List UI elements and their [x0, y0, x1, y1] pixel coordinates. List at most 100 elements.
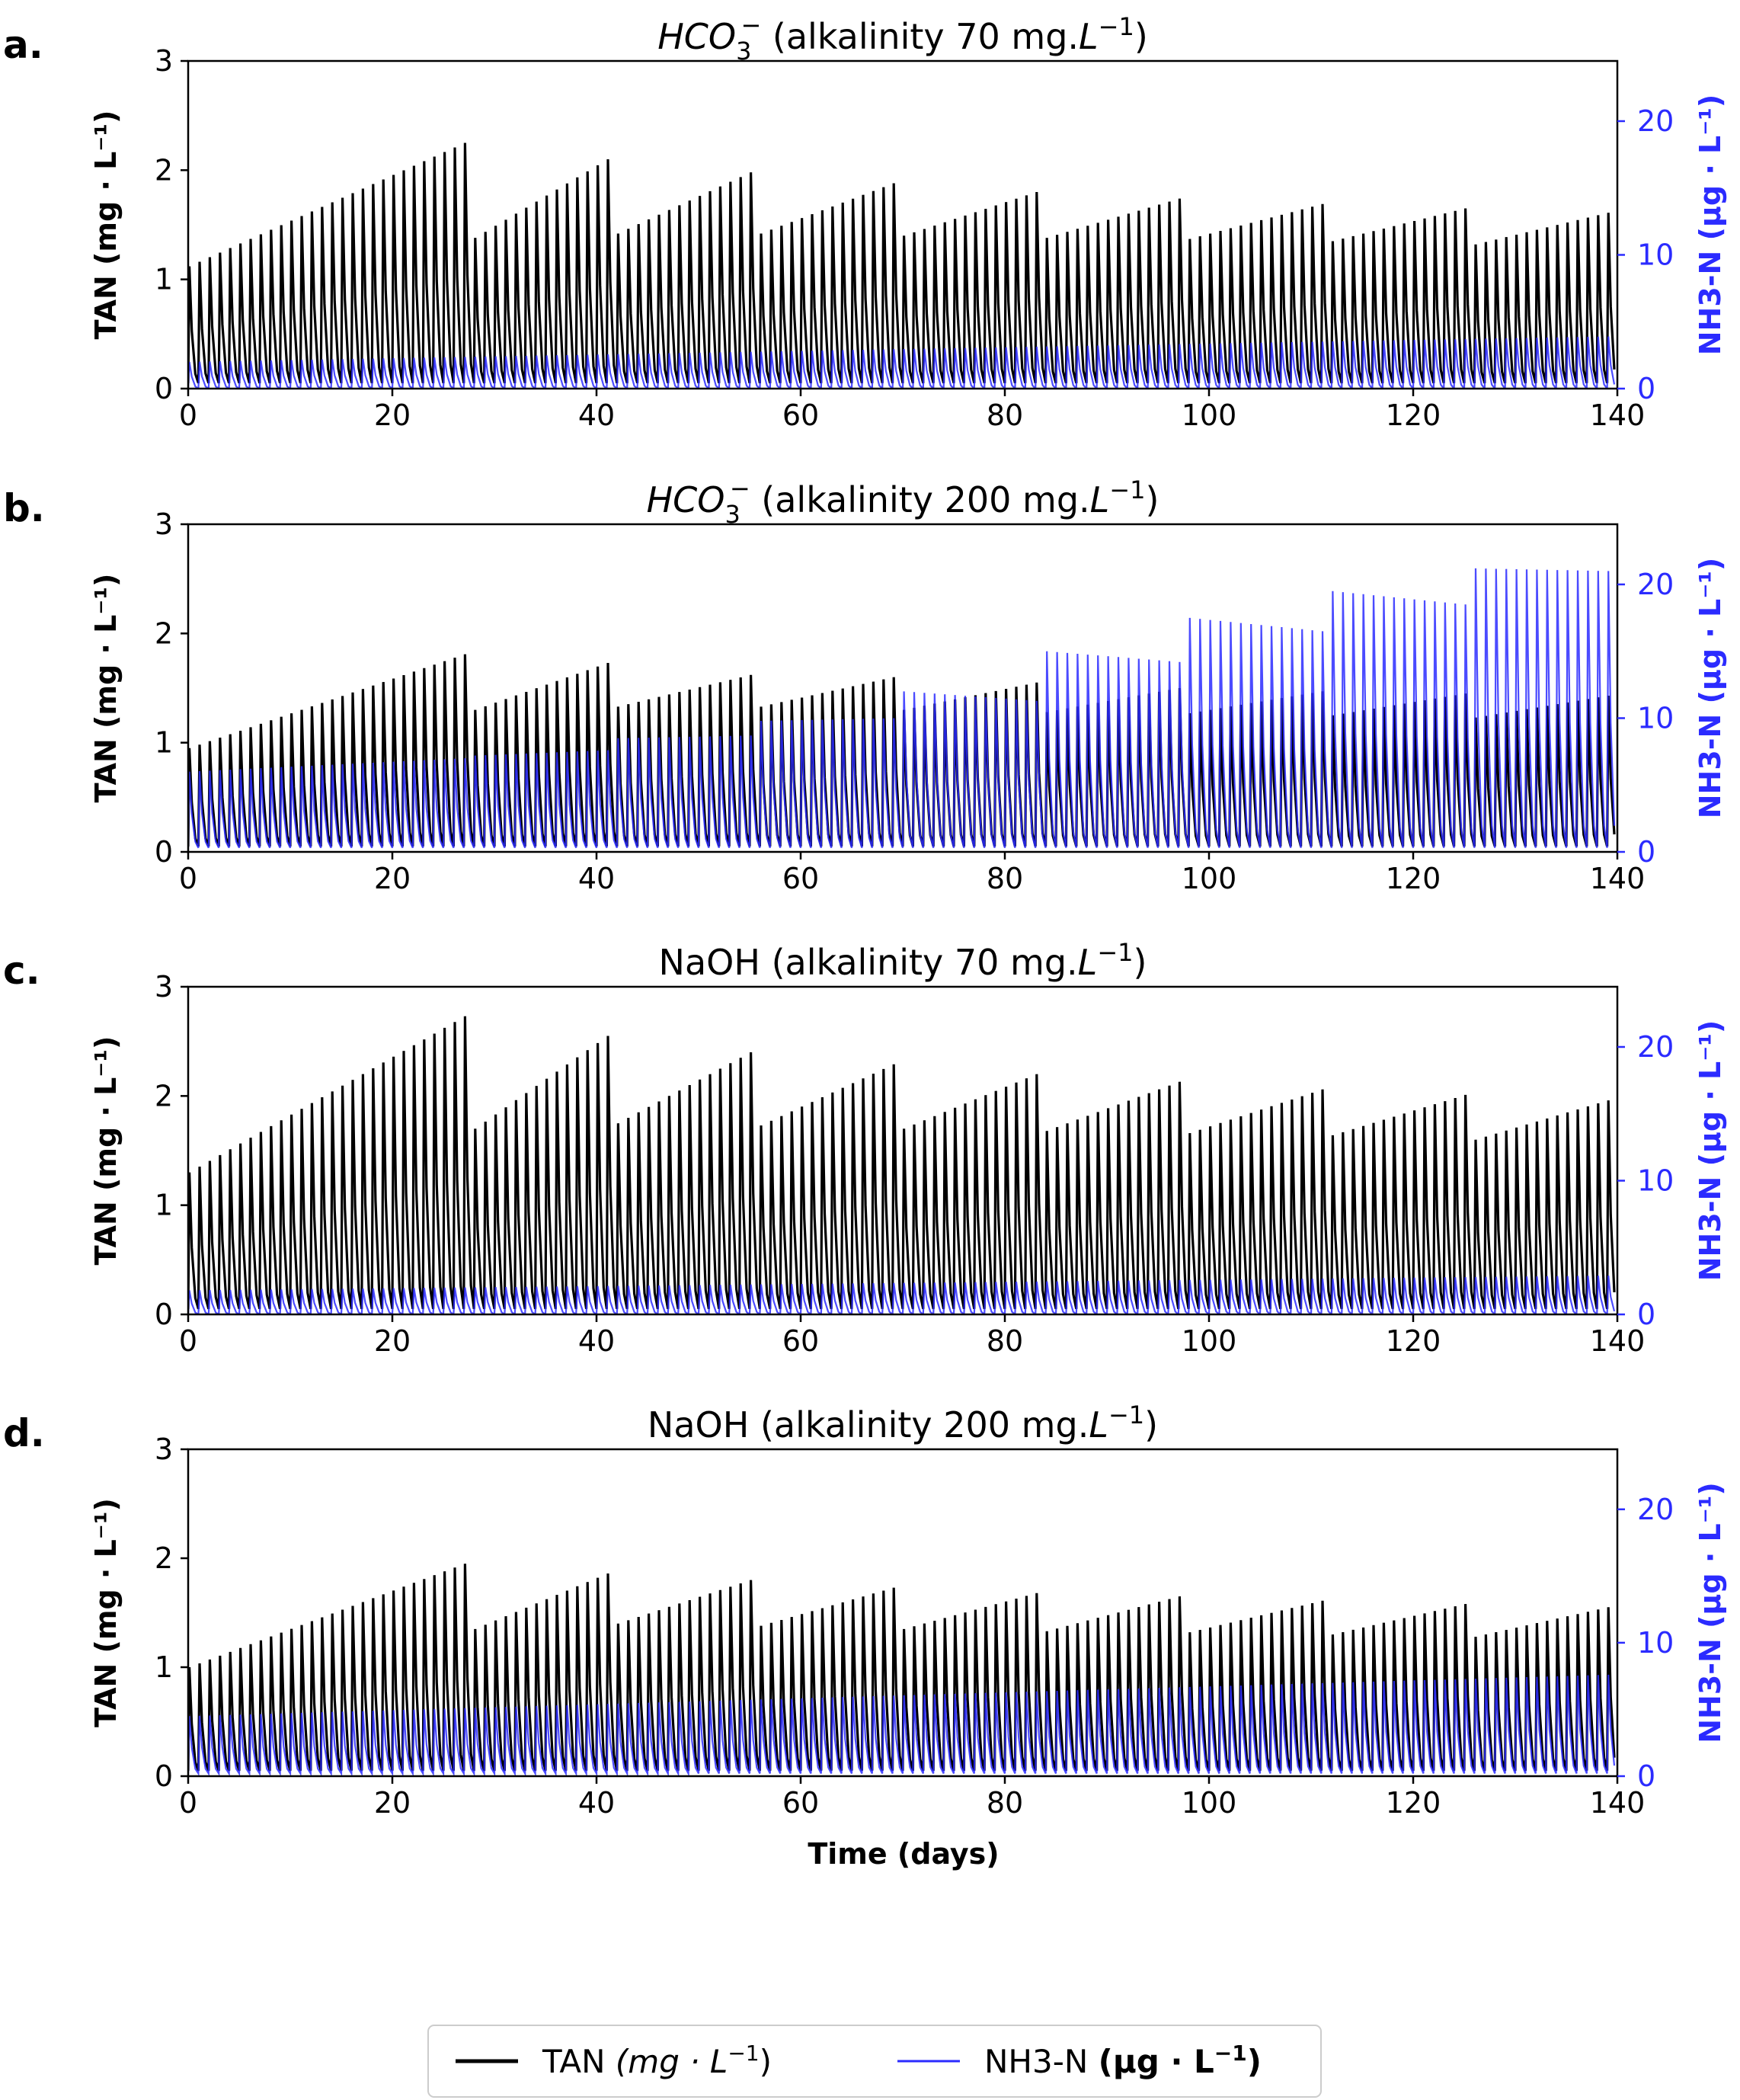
x-tick-label: 100 — [1182, 1324, 1237, 1358]
y2-tick-label: 10 — [1637, 1626, 1674, 1660]
y2-axis-label: NH3-N (µg · L⁻¹) — [1694, 558, 1727, 819]
x-tick-label: 100 — [1182, 862, 1237, 895]
y-axis-label: TAN (mg · L⁻¹) — [89, 1498, 123, 1727]
series-line-nh3-2 — [188, 568, 1616, 849]
y2-tick-label: 20 — [1637, 104, 1674, 138]
x-tick-label: 120 — [1386, 862, 1441, 895]
series-line-tan-4 — [188, 1564, 1616, 1772]
x-tick-label: 40 — [578, 399, 615, 432]
x-tick-label: 140 — [1590, 862, 1646, 895]
x-tick-label: 60 — [782, 1786, 819, 1820]
y-tick-label: 1 — [155, 726, 173, 760]
legend-nh3-unit: (µg · L — [1099, 2043, 1214, 2080]
y-tick-label: 0 — [155, 1298, 173, 1331]
y-tick-label: 3 — [155, 44, 173, 78]
plot-frame — [187, 59, 1619, 390]
y-tick-label: 0 — [155, 1759, 173, 1793]
series-line-nh3-4 — [188, 1674, 1616, 1776]
legend-nh3-sup: −1 — [1214, 2041, 1247, 2066]
x-tick-label: 20 — [374, 399, 411, 432]
series-line-nh3-1 — [188, 336, 1616, 389]
x-tick-label: 0 — [179, 399, 197, 432]
series-line-tan-2 — [188, 654, 1616, 847]
y2-axis-label: NH3-N (µg · L⁻¹) — [1694, 94, 1727, 356]
y-tick-label: 0 — [155, 835, 173, 869]
panel-label: c. — [3, 949, 40, 993]
x-tick-label: 120 — [1386, 1786, 1441, 1820]
x-tick-label: 40 — [578, 1786, 615, 1820]
x-tick-label: 140 — [1590, 399, 1646, 432]
y-tick-label: 3 — [155, 1433, 173, 1466]
x-tick-label: 60 — [782, 862, 819, 895]
panel-label: d. — [3, 1411, 45, 1455]
y2-tick-label: 10 — [1637, 1164, 1674, 1197]
x-tick-label: 140 — [1590, 1786, 1646, 1820]
x-tick-label: 40 — [578, 862, 615, 895]
y-axis-label: TAN (mg · L⁻¹) — [89, 574, 123, 803]
y-tick-label: 1 — [155, 1189, 173, 1222]
series-line-tan-1 — [188, 142, 1616, 384]
legend: TAN (mg · L−1) NH3-N (µg · L−1) — [427, 2025, 1322, 2098]
panel-title: NaOH (alkalinity 200 mg.L−1) — [648, 1401, 1158, 1445]
panel-title: HCO3− (alkalinity 70 mg.L−1) — [657, 11, 1148, 66]
y2-tick-label: 0 — [1637, 1759, 1655, 1793]
plot-frame — [187, 523, 1619, 853]
x-tick-label: 100 — [1182, 1786, 1237, 1820]
y2-tick-label: 20 — [1637, 1493, 1674, 1526]
x-tick-label: 140 — [1590, 1324, 1646, 1358]
series-line-tan-3 — [188, 1016, 1616, 1310]
y-axis-label: TAN (mg · L⁻¹) — [89, 1036, 123, 1266]
y-tick-label: 3 — [155, 970, 173, 1004]
y2-tick-label: 0 — [1637, 372, 1655, 405]
x-tick-label: 0 — [179, 1324, 197, 1358]
x-tick-label: 0 — [179, 862, 197, 895]
plot-frame — [187, 985, 1619, 1316]
y2-axis-label: NH3-N (µg · L⁻¹) — [1694, 1482, 1727, 1743]
y-tick-label: 1 — [155, 263, 173, 296]
legend-tan-prefix: TAN — [542, 2043, 616, 2080]
legend-nh3-prefix: NH3-N — [984, 2043, 1099, 2080]
y-tick-label: 2 — [155, 1541, 173, 1575]
legend-frame — [427, 2025, 1322, 2098]
x-tick-label: 120 — [1386, 399, 1441, 432]
y2-tick-label: 10 — [1637, 238, 1674, 271]
legend-label-nh3: NH3-N (µg · L−1) — [984, 2041, 1262, 2081]
series-line-nh3-3 — [188, 1275, 1616, 1314]
y-tick-label: 2 — [155, 1079, 173, 1112]
x-tick-label: 60 — [782, 1324, 819, 1358]
panel-title: NaOH (alkalinity 70 mg.L−1) — [659, 938, 1147, 983]
x-tick-label: 20 — [374, 1324, 411, 1358]
y-axis-label: TAN (mg · L⁻¹) — [89, 110, 123, 340]
x-axis-label: Time (days) — [808, 1837, 999, 1871]
legend-tan-sup: −1 — [728, 2041, 759, 2066]
legend-tan-unit: (mg · L — [616, 2043, 728, 2080]
x-tick-label: 80 — [987, 399, 1023, 432]
legend-nh3-close: ) — [1247, 2043, 1262, 2080]
x-tick-label: 0 — [179, 1786, 197, 1820]
x-tick-label: 20 — [374, 1786, 411, 1820]
x-tick-label: 80 — [987, 1324, 1023, 1358]
y2-tick-label: 10 — [1637, 701, 1674, 735]
panel-title: HCO3− (alkalinity 200 mg.L−1) — [647, 474, 1159, 529]
x-tick-label: 60 — [782, 399, 819, 432]
panel-label: b. — [3, 486, 45, 530]
x-tick-label: 100 — [1182, 399, 1237, 432]
x-tick-label: 20 — [374, 862, 411, 895]
plot-frame — [187, 1448, 1619, 1778]
y2-tick-label: 0 — [1637, 835, 1655, 869]
y-tick-label: 2 — [155, 616, 173, 650]
x-tick-label: 80 — [987, 862, 1023, 895]
x-tick-label: 40 — [578, 1324, 615, 1358]
y2-tick-label: 20 — [1637, 568, 1674, 601]
legend-tan-close: ) — [760, 2043, 772, 2080]
y-tick-label: 2 — [155, 153, 173, 187]
panel-label: a. — [3, 23, 43, 67]
y-tick-label: 3 — [155, 507, 173, 541]
y2-tick-label: 0 — [1637, 1298, 1655, 1331]
x-tick-label: 120 — [1386, 1324, 1441, 1358]
